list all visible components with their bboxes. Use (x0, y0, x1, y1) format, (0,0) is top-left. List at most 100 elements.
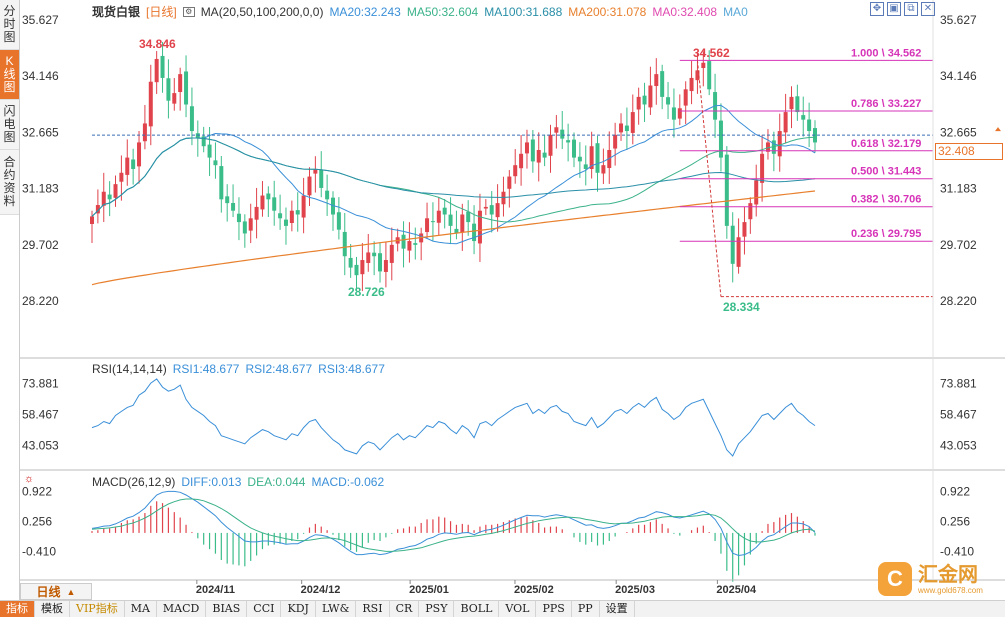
candle-body (748, 203, 753, 220)
candle-body (760, 153, 765, 183)
indicator-tab[interactable]: VIP指标 (70, 601, 125, 617)
tab-flash-chart[interactable]: 闪电图 (0, 100, 19, 150)
ma-settings-icon[interactable]: ⚙ (182, 6, 195, 17)
candle-body (619, 123, 624, 133)
candle-body (807, 119, 812, 132)
candle-body (583, 164, 588, 169)
candle-body (689, 77, 694, 92)
brand-site: www.gold678.com (918, 585, 983, 595)
indicator-tab[interactable]: PP (572, 601, 600, 617)
price-panel[interactable]: 1.000 \ 34.562 0.786 \ 33.227 0.618 \ 32.1… (90, 37, 933, 314)
indicator-tab[interactable]: RSI (356, 601, 390, 617)
indicator-tab[interactable]: VOL (499, 601, 537, 617)
window-icon[interactable]: ▣ (887, 2, 901, 16)
indicator-tab[interactable]: BOLL (454, 601, 500, 617)
rsi-label[interactable]: RSI(14,14,14) (92, 362, 167, 376)
ma200-line (91, 190, 816, 286)
indicator-tab[interactable]: 指标 (0, 601, 35, 617)
indicator-tab[interactable]: KDJ (281, 601, 316, 617)
sidebar-divider (19, 0, 20, 617)
indicator-tab[interactable]: 模板 (35, 601, 70, 617)
candle-body (589, 146, 594, 170)
candle-body (142, 123, 147, 142)
price-axis-label-left: 31.183 (22, 182, 59, 196)
indicator-tab[interactable]: CCI (247, 601, 282, 617)
indicator-tab[interactable]: LW& (316, 601, 357, 617)
instrument-title: 现货白银 (92, 5, 141, 19)
candle-body (613, 134, 618, 149)
candle-body (707, 61, 712, 90)
date-axis-label: 2024/11 (196, 584, 235, 596)
expand-icon[interactable]: ✥ (870, 2, 884, 16)
indicator-tab[interactable]: BIAS (206, 601, 248, 617)
tab-timeshare[interactable]: 分时图 (0, 0, 19, 50)
ma20-line (91, 104, 816, 245)
annotation-high-2: 34.562 (693, 46, 730, 60)
chart-canvas[interactable]: 1.000 \ 34.562 0.786 \ 33.227 0.618 \ 32.1… (0, 0, 1005, 600)
macd-panel[interactable] (91, 490, 816, 582)
candle-body (666, 97, 671, 105)
candle-body (107, 194, 112, 200)
candle-body (630, 112, 635, 133)
indicator-tab[interactable]: PSY (419, 601, 455, 617)
candle-body (530, 139, 535, 162)
indicator-tab[interactable]: PPS (536, 601, 572, 617)
rsi-line (91, 378, 816, 457)
tab-kline[interactable]: K线图 (0, 50, 19, 100)
candle-body (189, 106, 194, 132)
price-axis-label-right: 28.220 (940, 294, 977, 308)
price-axis-label-left: 35.627 (22, 13, 59, 27)
macd-settings-icon[interactable]: ☼ (24, 473, 35, 485)
indicator-tab[interactable]: MA (125, 601, 157, 617)
ma-label[interactable]: MA(20,50,100,200,0,0) (200, 4, 324, 19)
candle-body (472, 223, 477, 242)
candle-body (718, 120, 723, 158)
rsi1-value: RSI1:48.677 (172, 362, 240, 376)
price-axis-label-right: 31.183 (940, 182, 977, 196)
candle-body (566, 140, 571, 143)
ma100-line (91, 137, 816, 217)
candle-body (636, 96, 641, 110)
candle-body (477, 210, 482, 244)
candle-body (554, 127, 559, 133)
candle-body (407, 241, 412, 251)
period-selector[interactable]: 日线 ▲ (20, 583, 92, 600)
indicator-tab[interactable]: 设置 (600, 601, 635, 617)
candle-body (260, 195, 265, 210)
indicator-tab[interactable]: MACD (157, 601, 207, 617)
axes: 35.627 35.627 34.146 34.146 32.665 32.665 31.1… (20, 0, 1005, 596)
period-tag[interactable]: [日线] (146, 5, 177, 19)
rsi2-value: RSI2:48.677 (245, 362, 313, 376)
price-legend: 现货白银 [日线] ⚙ MA(20,50,100,200,0,0) MA20:3… (92, 3, 748, 20)
macd-dea-line (91, 498, 816, 552)
tab-contract-info[interactable]: 合约资料 (0, 150, 19, 215)
candle-body (342, 231, 347, 257)
candle-body (654, 74, 659, 87)
rsi-axis-label-right: 58.467 (940, 408, 977, 422)
date-axis-label: 2025/03 (615, 584, 655, 596)
price-axis-label-right: 34.146 (940, 69, 977, 83)
fib-level-label: 0.786 \ 33.227 (851, 98, 921, 110)
macd-label[interactable]: MACD(26,12,9) (92, 475, 176, 489)
rsi-panel[interactable] (91, 378, 816, 457)
candle-body (266, 193, 271, 200)
candle-body (201, 136, 206, 147)
candle-body (184, 71, 189, 105)
candle-body (301, 195, 306, 218)
candle-body (236, 213, 241, 223)
macd-axis-label-right: 0.256 (940, 514, 970, 528)
annotation-low-2: 28.334 (723, 300, 760, 314)
candle-body (801, 115, 806, 120)
candle-body (671, 107, 676, 120)
candle-body (325, 190, 330, 200)
indicator-tab[interactable]: CR (390, 601, 420, 617)
restore-icon[interactable]: ⧉ (904, 2, 918, 16)
rsi-axis-label-left: 43.053 (22, 439, 59, 453)
candle-body (213, 160, 218, 166)
dea-value: DEA:0.044 (247, 475, 306, 489)
candle-body (683, 89, 688, 106)
close-icon[interactable]: ✕ (921, 2, 935, 16)
candle-body (295, 210, 300, 215)
rsi-axis-label-left: 58.467 (22, 408, 59, 422)
candle-body (101, 191, 106, 206)
